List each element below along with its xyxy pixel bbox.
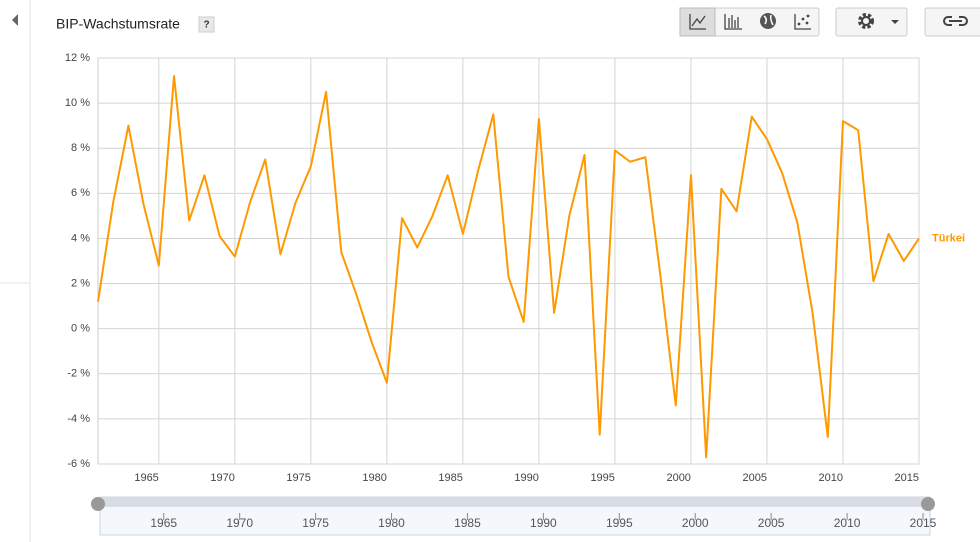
collapse-arrow[interactable] xyxy=(12,14,18,26)
y-tick-label: -6 % xyxy=(67,458,90,470)
x-tick-label: 2010 xyxy=(818,472,842,484)
y-tick-label: -2 % xyxy=(67,368,90,380)
y-tick-label: 4 % xyxy=(71,232,90,244)
scatter-icon xyxy=(797,22,801,26)
y-tick-label: 0 % xyxy=(71,323,90,335)
y-tick-label: -4 % xyxy=(67,413,90,425)
timeline-label: 2015 xyxy=(910,516,937,530)
bar-chart-button[interactable] xyxy=(724,14,742,30)
x-tick-label: 1965 xyxy=(134,472,158,484)
gear-icon xyxy=(861,16,871,26)
timeline-label: 2010 xyxy=(834,516,861,530)
scatter-icon xyxy=(806,14,810,18)
scatter-icon xyxy=(801,17,805,21)
x-tick-label: 1980 xyxy=(362,472,386,484)
x-tick-label: 1970 xyxy=(210,472,234,484)
gear-icon xyxy=(858,13,874,29)
x-tick-label: 1975 xyxy=(286,472,310,484)
timeline-label: 1980 xyxy=(378,516,405,530)
line-chart-button[interactable] xyxy=(679,7,716,37)
plot-area xyxy=(97,57,920,465)
series-label: Türkei xyxy=(932,232,965,244)
timeline-label: 1975 xyxy=(302,516,329,530)
help-label[interactable]: ? xyxy=(203,20,209,31)
sidebar xyxy=(0,0,30,542)
chart-title: BIP-Wachstumsrate xyxy=(56,16,180,32)
timeline-label: 1970 xyxy=(226,516,253,530)
x-tick-label: 2005 xyxy=(742,472,766,484)
timeline-label: 2005 xyxy=(758,516,785,530)
x-tick-label: 1995 xyxy=(590,472,614,484)
scatter-icon xyxy=(805,21,809,25)
timeline-label: 1965 xyxy=(150,516,177,530)
y-tick-label: 2 % xyxy=(71,277,90,289)
timeline-label: 1995 xyxy=(606,516,633,530)
y-tick-label: 8 % xyxy=(71,142,90,154)
link-icon xyxy=(943,16,968,26)
timeline-label: 1985 xyxy=(454,516,481,530)
timeline-handle[interactable] xyxy=(91,497,105,511)
timeline-label: 2000 xyxy=(682,516,709,530)
x-tick-label: 2015 xyxy=(895,472,919,484)
map-button[interactable] xyxy=(760,13,776,29)
timeline-label: 1990 xyxy=(530,516,557,530)
y-tick-label: 10 % xyxy=(65,97,90,109)
timeline-bar[interactable] xyxy=(100,497,930,507)
dropdown-arrow xyxy=(891,20,899,24)
line-icon xyxy=(689,14,706,30)
scatter-chart-button[interactable] xyxy=(794,14,811,30)
series-line xyxy=(97,75,920,459)
timeline-handle[interactable] xyxy=(921,497,935,511)
x-tick-label: 1990 xyxy=(514,472,538,484)
map-icon xyxy=(763,14,774,26)
x-tick-label: 1985 xyxy=(438,472,462,484)
y-tick-label: 12 % xyxy=(65,52,90,64)
y-tick-label: 6 % xyxy=(71,187,90,199)
help-button[interactable] xyxy=(198,16,215,33)
x-tick-label: 2000 xyxy=(666,472,690,484)
